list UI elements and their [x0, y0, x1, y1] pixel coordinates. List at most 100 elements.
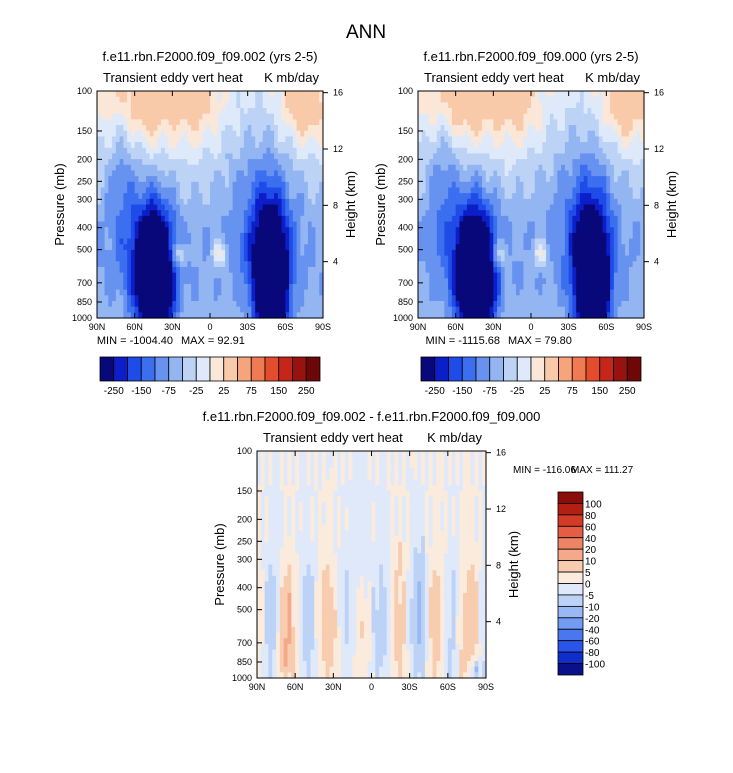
contour-cell: [206, 96, 211, 103]
contour-cell: [142, 193, 147, 200]
contour-cell: [617, 278, 622, 285]
contour-cell: [500, 102, 506, 109]
contour-cell: [463, 289, 468, 296]
contour-cell: [183, 232, 188, 240]
contour-cell: [240, 261, 245, 268]
contour-cell: [210, 261, 215, 268]
contour-cell: [138, 181, 143, 189]
contour-cell: [433, 300, 438, 308]
contour-cell: [228, 244, 234, 251]
contour-cell: [598, 142, 604, 149]
contour-cell: [123, 289, 128, 296]
contour-cell: [274, 215, 279, 223]
contour-cell: [568, 142, 574, 149]
contour-cell: [482, 170, 487, 177]
contour-cell: [448, 278, 453, 285]
contour-cell: [194, 181, 200, 189]
contour-cell: [130, 215, 136, 223]
contour-cell: [206, 204, 211, 211]
contour-cell: [613, 147, 619, 155]
contour-cell: [225, 164, 230, 172]
contour-cell: [307, 170, 313, 177]
contour-cell: [251, 96, 256, 103]
contour-cell: [304, 249, 309, 257]
contour-cell: [145, 91, 151, 98]
contour-cell: [300, 102, 305, 109]
contour-cell: [194, 232, 200, 240]
colorbar-label: 250: [619, 386, 636, 397]
contour-cell: [270, 227, 275, 234]
contour-cell: [512, 125, 517, 132]
contour-cell: [257, 479, 262, 486]
contour-cell: [270, 312, 275, 319]
contour-cell: [531, 198, 536, 206]
contour-cell: [538, 147, 543, 155]
contour-cell: [127, 210, 132, 217]
contour-cell: [115, 244, 121, 251]
contour-cell: [632, 255, 638, 262]
contour-cell: [262, 119, 268, 126]
contour-cell: [591, 266, 596, 274]
contour-cell: [194, 125, 200, 132]
contour-cell: [266, 125, 271, 132]
contour-cell: [606, 232, 611, 240]
contour-cell: [296, 272, 301, 279]
contour-cell: [485, 249, 491, 257]
contour-cell: [636, 164, 641, 172]
contour-cell: [145, 130, 151, 137]
contour-cell: [285, 255, 290, 262]
contour-cell: [440, 176, 445, 183]
contour-cell: [497, 227, 502, 234]
contour-cell: [474, 249, 479, 257]
contour-cell: [247, 170, 253, 177]
contour-cell: [515, 312, 521, 319]
contour-cell: [198, 142, 204, 149]
contour-cell: [595, 278, 600, 285]
contour-cell: [606, 198, 611, 206]
contour-cell: [138, 227, 143, 234]
contour-cell: [213, 170, 219, 177]
contour-cell: [258, 295, 264, 302]
contour-cell: [206, 153, 211, 160]
contour-cell: [429, 289, 434, 296]
contour-cell: [130, 278, 136, 285]
contour-cell: [433, 198, 438, 206]
contour-cell: [262, 227, 268, 234]
contour-cell: [576, 119, 581, 126]
contour-cell: [289, 232, 294, 240]
contour-cell: [591, 278, 596, 285]
contour-cell: [512, 238, 517, 245]
contour-cell: [433, 170, 438, 177]
contour-cell: [274, 125, 279, 132]
contour-cell: [497, 278, 502, 285]
contour-cell: [315, 119, 320, 126]
contour-cell: [482, 300, 487, 308]
contour-cell: [587, 312, 592, 319]
contour-cell: [587, 249, 592, 257]
contour-cell: [255, 272, 260, 279]
contour-cell: [127, 181, 132, 189]
contour-cell: [194, 272, 200, 279]
contour-cell: [478, 125, 483, 132]
contour-cell: [640, 244, 645, 251]
contour-cell: [247, 266, 253, 274]
contour-cell: [149, 210, 155, 217]
contour-cell: [134, 170, 140, 177]
contour-cell: [440, 159, 445, 166]
contour-cell: [598, 249, 604, 257]
contour-cell: [421, 221, 427, 228]
contour-cell: [243, 244, 249, 251]
contour-cell: [482, 96, 487, 103]
contour-cell: [228, 295, 234, 302]
contour-cell: [421, 272, 427, 279]
contour-cell: [587, 142, 592, 149]
contour-cell: [568, 300, 574, 308]
contour-cell: [534, 130, 540, 137]
contour-cell: [123, 278, 128, 285]
contour-cell: [115, 204, 121, 211]
panel-units-label: K mb/day: [585, 70, 640, 85]
contour-cell: [632, 215, 638, 223]
contour-cell: [617, 255, 622, 262]
contour-cell: [225, 119, 230, 126]
contour-cell: [198, 238, 204, 245]
